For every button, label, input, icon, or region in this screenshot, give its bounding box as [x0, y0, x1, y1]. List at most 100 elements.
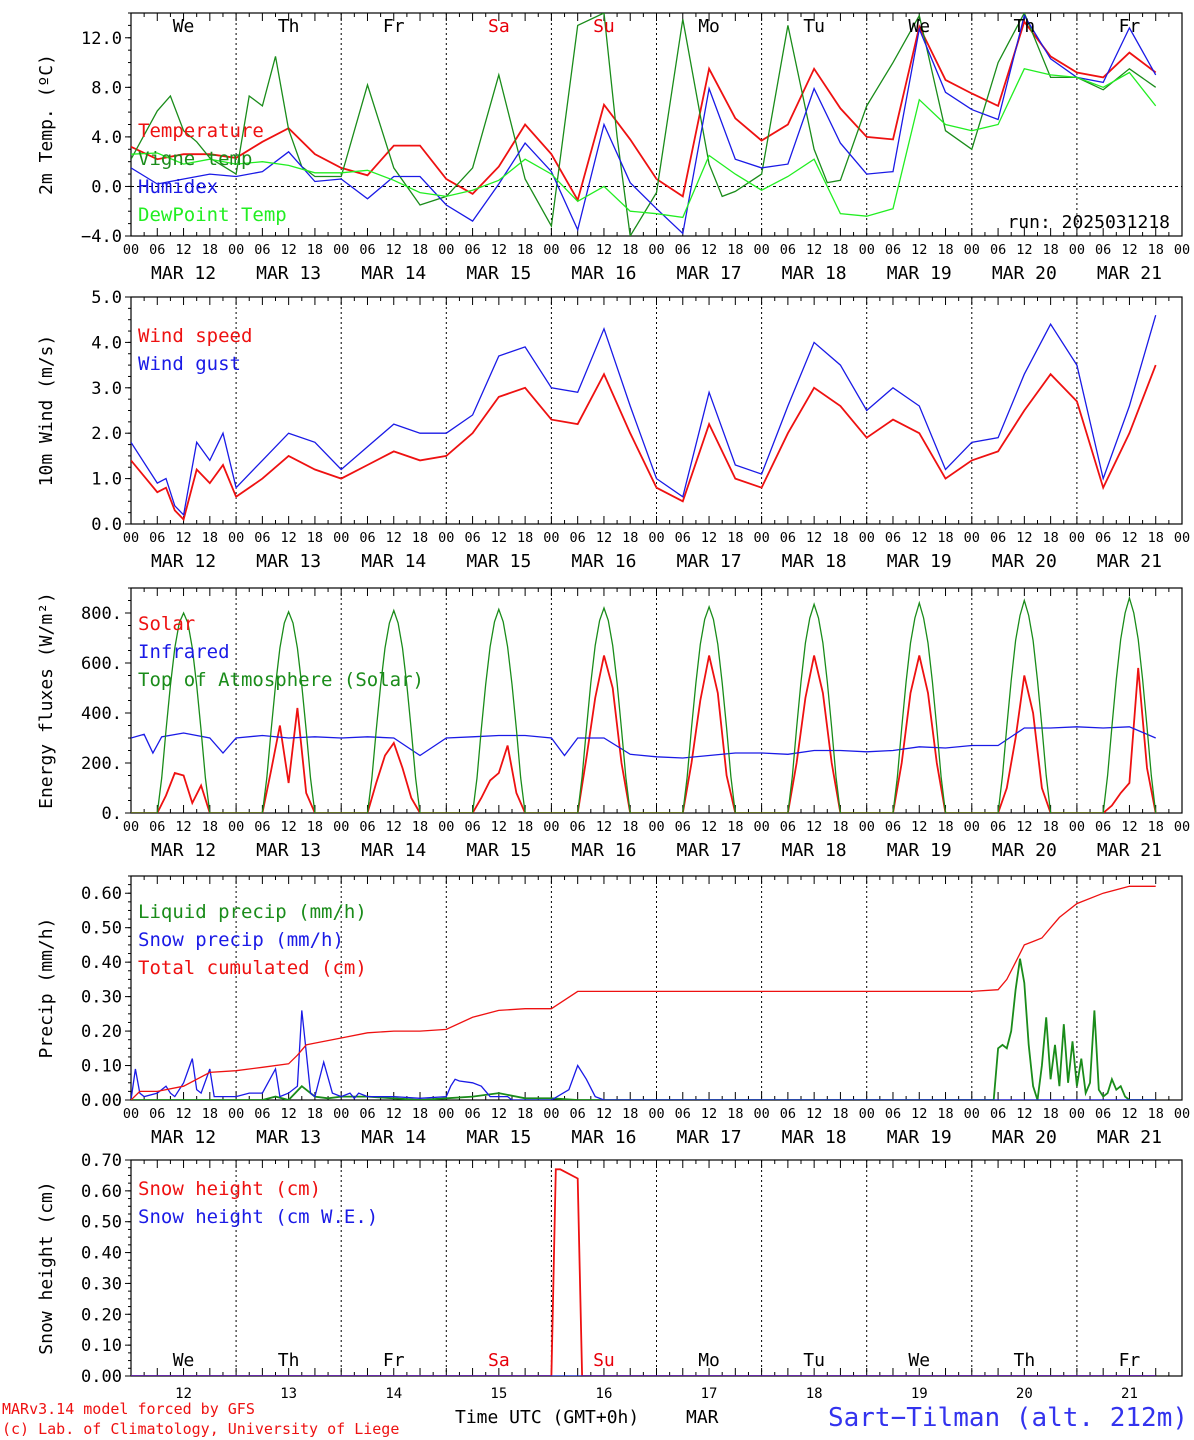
x-hour-label: 18 — [412, 530, 428, 546]
x-hour-label: 12 — [386, 1106, 402, 1122]
x-hour-label: 00 — [964, 530, 980, 546]
y-tick-label: 0.30 — [81, 988, 122, 1008]
x-date-label: MAR 21 — [1097, 840, 1162, 861]
x-hour-label: 18 — [1042, 1106, 1058, 1122]
x-hour-label: 00 — [228, 530, 244, 546]
x-hour-label: 06 — [885, 530, 901, 546]
y-tick-label: 3.0 — [91, 379, 122, 399]
legend-entry: Top of Atmosphere (Solar) — [138, 669, 424, 691]
x-hour-label: 06 — [359, 530, 375, 546]
x-hour-label: 12 — [806, 530, 822, 546]
x-hour-label: 18 — [307, 530, 323, 546]
weekday-top: We — [173, 16, 195, 37]
x-axis-title: Time UTC (GMT+0h) — [455, 1407, 639, 1428]
x-hour-label: 00 — [648, 530, 664, 546]
x-hour-label: 18 — [1042, 242, 1058, 258]
x-date-label: MAR 14 — [361, 551, 426, 572]
x-hour-label: 12 — [281, 819, 297, 835]
x-hour-label: 18 — [307, 242, 323, 258]
month-label: MAR — [686, 1407, 719, 1428]
y-tick-label: −4.0 — [81, 227, 122, 247]
legend-entry: Wind speed — [138, 325, 252, 347]
x-hour-label: 00 — [1069, 1106, 1085, 1122]
x-hour-label: 18 — [832, 1106, 848, 1122]
x-hour-label: 12 — [386, 819, 402, 835]
x-date-label: MAR 19 — [887, 840, 952, 861]
x-hour-label: 00 — [753, 242, 769, 258]
x-hour-label: 00 — [333, 530, 349, 546]
x-hour-label: 12 — [175, 530, 191, 546]
weekday-top: Sa — [488, 16, 510, 37]
x-hour-label: 12 — [701, 1106, 717, 1122]
x-hour-label: 12 — [596, 242, 612, 258]
x-hour-label: 00 — [123, 530, 139, 546]
y-tick-label: 0. — [102, 804, 122, 824]
x-hour-label: 06 — [1095, 242, 1111, 258]
series-line-dewpoint-temp — [131, 68, 1157, 219]
x-date-label: MAR 13 — [256, 551, 321, 572]
weekday-top: Su — [593, 16, 615, 37]
x-hour-label: 00 — [1069, 530, 1085, 546]
x-hour-label: 12 — [281, 530, 297, 546]
y-tick-label: 0.70 — [81, 1151, 122, 1171]
y-tick-label: 4.0 — [91, 128, 122, 148]
legend-entry: DewPoint Temp — [138, 204, 287, 226]
x-hour-label: 18 — [727, 1106, 743, 1122]
x-date-label: MAR 21 — [1097, 551, 1162, 572]
y-tick-label: 0.40 — [81, 953, 122, 973]
y-tick-label: 200. — [81, 754, 122, 774]
panel-5: 0.00 0.10 0.20 0.30 0.40 0.50 0.60 0.70 Snow hei… — [36, 1151, 1183, 1387]
x-hour-label: 00 — [1069, 242, 1085, 258]
y-tick-label: 0.0 — [91, 177, 122, 197]
x-hour-label: 18 — [412, 819, 428, 835]
x-hour-label: 06 — [570, 819, 586, 835]
x-hour-label: 06 — [780, 530, 796, 546]
x-hour-label: 12 — [175, 819, 191, 835]
x-hour-label: 06 — [149, 819, 165, 835]
x-hour-label: 00 — [543, 530, 559, 546]
x-hour-label: 06 — [1095, 1106, 1111, 1122]
weekday-bottom: Fr — [383, 1350, 405, 1371]
weekday-bottom: Th — [278, 1350, 300, 1371]
x-hour-label: 00 — [1174, 819, 1190, 835]
x-hour-label: 18 — [202, 1106, 218, 1122]
x-hour-label: 12 — [1016, 530, 1032, 546]
legend-entry: Vigne temp — [138, 148, 252, 170]
weekday-bottom: Th — [1014, 1350, 1036, 1371]
x-hour-label: 12 — [1016, 242, 1032, 258]
legend-entry: Liquid precip (mm/h) — [138, 901, 367, 923]
x-hour-label: 06 — [780, 819, 796, 835]
x-date-label: MAR 12 — [151, 551, 216, 572]
y-tick-label: 0.00 — [81, 1091, 122, 1111]
x-hour-label: 00 — [333, 819, 349, 835]
y-tick-label: 8.0 — [91, 78, 122, 98]
x-hour-label: 18 — [1148, 1106, 1164, 1122]
x-hour-label: 06 — [254, 1106, 270, 1122]
y-tick-label: 0.50 — [81, 919, 122, 939]
series-line-vigne-temp — [131, 13, 1157, 236]
x-hour-label: 18 — [622, 530, 638, 546]
x-hour-label: 18 — [202, 819, 218, 835]
x-date-label: MAR 13 — [256, 263, 321, 284]
series-line-top-of-atmosphere-solar- — [131, 595, 1157, 813]
x-hour-label: 00 — [228, 819, 244, 835]
y-axis-label: Energy fluxes (W/m²) — [36, 592, 57, 809]
y-tick-label: 800. — [81, 604, 122, 624]
legend-entry: Snow height (cm) — [138, 1178, 321, 1200]
y-tick-label: 0.30 — [81, 1274, 122, 1294]
x-hour-label: 06 — [254, 819, 270, 835]
x-date-label: MAR 20 — [992, 840, 1057, 861]
x-hour-label: 12 — [701, 819, 717, 835]
x-hour-label: 06 — [675, 819, 691, 835]
y-tick-label: 600. — [81, 654, 122, 674]
y-tick-label: 0.60 — [81, 884, 122, 904]
y-tick-label: 0.10 — [81, 1336, 122, 1356]
x-date-label: MAR 21 — [1097, 263, 1162, 284]
weekday-top: Fr — [1119, 16, 1141, 37]
x-hour-label: 12 — [386, 530, 402, 546]
y-axis-label: 10m Wind (m/s) — [36, 335, 57, 487]
x-hour-label: 12 — [491, 819, 507, 835]
x-date-label: MAR 19 — [887, 1127, 952, 1148]
x-hour-label: 00 — [648, 819, 664, 835]
x-hour-label: 12 — [1016, 1106, 1032, 1122]
